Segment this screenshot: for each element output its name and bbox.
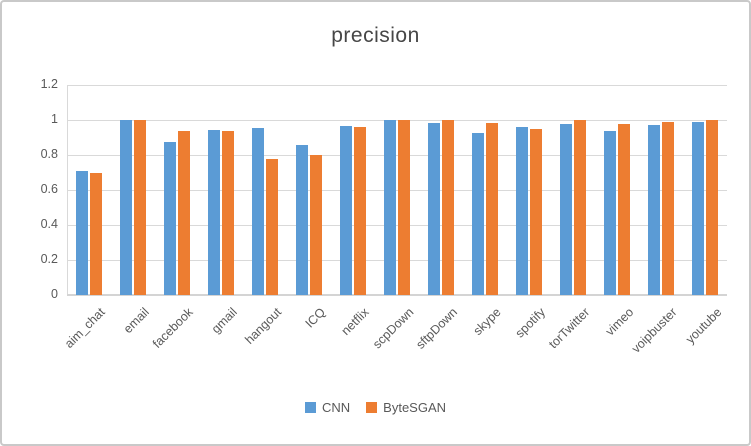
x-axis-label: gmail (208, 305, 240, 337)
x-axis-line (67, 294, 727, 296)
y-axis-tick-label: 1 (51, 112, 58, 126)
gridline (67, 190, 727, 191)
x-axis-label: voipbuster (629, 305, 680, 356)
legend-swatch-icon (366, 402, 378, 413)
chart-title: precision (331, 24, 420, 47)
x-axis-label: ICQ (302, 305, 328, 331)
bar-bytesgan (486, 122, 498, 295)
x-axis-label: youtube (682, 305, 724, 347)
y-axis-tick-label: 1.2 (40, 77, 58, 91)
bar-bytesgan (134, 120, 146, 295)
legend-item-bytesgan: ByteSGAN (366, 400, 446, 415)
bar-cnn (560, 123, 572, 295)
bar-bytesgan (354, 127, 366, 295)
gridline (67, 120, 727, 121)
bar-cnn (296, 145, 308, 295)
legend: CNN ByteSGAN (2, 400, 749, 415)
plot-area (67, 85, 727, 296)
bar-cnn (428, 122, 440, 295)
bar-cnn (604, 131, 616, 295)
bar-cnn (252, 127, 264, 295)
y-axis-tick-label: 0.4 (40, 217, 58, 231)
x-axis-label: sftpDown (413, 305, 460, 352)
bar-cnn (340, 126, 352, 295)
bar-bytesgan (398, 120, 410, 295)
legend-label: CNN (321, 400, 351, 415)
bar-cnn (208, 129, 220, 295)
bar-cnn (120, 120, 132, 295)
bar-cnn (76, 170, 88, 295)
bar-cnn (164, 141, 176, 295)
x-axis-label: netflix (338, 305, 372, 339)
bar-bytesgan (310, 155, 322, 295)
legend-label: ByteSGAN (383, 400, 447, 415)
x-axis-label: hangout (242, 305, 284, 347)
y-axis-tick-label: 0.2 (40, 252, 58, 266)
bar-bytesgan (662, 121, 674, 295)
bar-bytesgan (442, 120, 454, 295)
y-axis-tick-label: 0 (51, 287, 58, 301)
bar-bytesgan (266, 159, 278, 295)
y-axis-tick-label: 0.6 (40, 182, 58, 196)
bar-cnn (516, 127, 528, 295)
x-axis-label: scpDown (369, 305, 416, 352)
x-axis-label: facebook (150, 305, 196, 351)
bar-bytesgan (618, 123, 630, 295)
x-axis-label: skype (470, 305, 504, 339)
bar-bytesgan (706, 120, 718, 295)
gridline (67, 260, 727, 261)
bar-cnn (692, 121, 704, 295)
bar-bytesgan (574, 120, 586, 295)
y-axis-tick-label: 0.8 (40, 147, 58, 161)
gridline (67, 85, 727, 86)
bar-bytesgan (178, 130, 190, 295)
x-axis-label: spotify (512, 305, 548, 341)
x-axis-label: vimeo (602, 305, 636, 339)
x-axis-label: torTwitter (545, 305, 592, 352)
x-axis-label: email (120, 305, 152, 337)
x-axis-label: aim_chat (62, 305, 108, 351)
gridline (67, 155, 727, 156)
bar-bytesgan (90, 172, 102, 295)
legend-swatch-icon (304, 402, 316, 413)
bar-cnn (472, 133, 484, 295)
bar-bytesgan (222, 130, 234, 295)
gridline (67, 225, 727, 226)
bar-bytesgan (530, 128, 542, 295)
bar-cnn (384, 120, 396, 295)
bar-cnn (648, 125, 660, 295)
legend-item-cnn: CNN (304, 400, 351, 415)
